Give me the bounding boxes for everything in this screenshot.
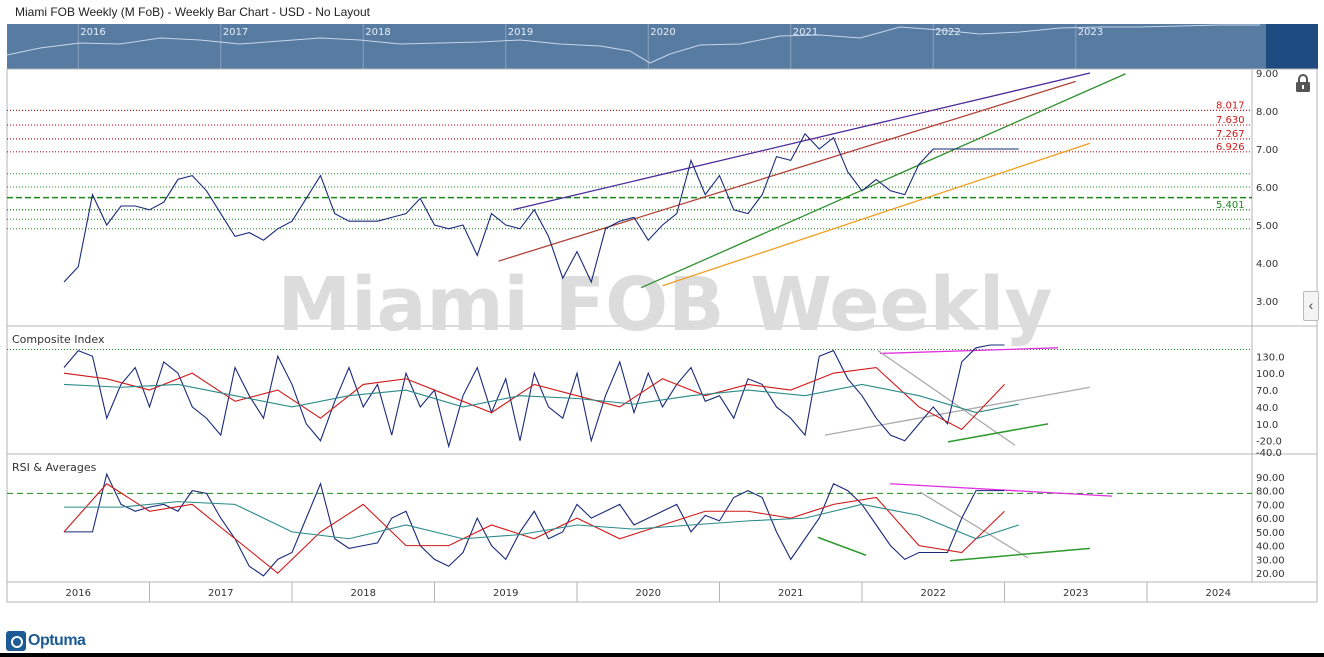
- chart-title: Miami FOB Weekly (M FoB) - Weekly Bar Ch…: [15, 5, 370, 19]
- optuma-logo: Optuma: [6, 630, 86, 652]
- price-level-label: 6.926: [1216, 142, 1245, 153]
- navigator-year-label: 2017: [223, 27, 248, 38]
- rsi-tick-label: 70.00: [1256, 500, 1285, 511]
- navigator-year-label: 2021: [793, 27, 818, 38]
- navigator-years: 2016 2017 2018 2019 2020 2021 2022 2023: [77, 24, 1103, 69]
- rsi-series-line[interactable]: [63, 483, 1005, 574]
- composite-series-line[interactable]: [63, 383, 1019, 414]
- rsi-downtrend-line[interactable]: [919, 491, 1029, 559]
- composite-series-line[interactable]: [63, 366, 1005, 431]
- rsi-support-line[interactable]: [949, 547, 1091, 562]
- rsi-series-line[interactable]: [64, 501, 1019, 540]
- x-axis-year-label: 2021: [778, 588, 803, 599]
- price-level-label: 7.267: [1216, 129, 1245, 140]
- x-axis-year-label: 2024: [1206, 588, 1231, 599]
- composite-tick-label: -40.0: [1256, 448, 1282, 459]
- chevron-left-icon[interactable]: ‹: [1303, 291, 1319, 321]
- rsi-tick-label: 80.00: [1256, 487, 1285, 498]
- composite-tick-label: 40.0: [1256, 403, 1278, 414]
- price-tick-label: 7.00: [1256, 145, 1278, 156]
- navigator-year-label: 2018: [365, 27, 390, 38]
- rsi-series-line[interactable]: [64, 472, 1005, 577]
- price-level-label: 5.401: [1216, 200, 1245, 211]
- navigator-line: [6, 24, 1260, 64]
- x-axis-year-label: 2018: [351, 588, 376, 599]
- x-axis-year-label: 2017: [208, 588, 233, 599]
- uptrend-line[interactable]: [824, 386, 1091, 436]
- price-level-label: 7.630: [1216, 115, 1245, 126]
- lock-icon[interactable]: [1291, 71, 1315, 95]
- x-axis-year-label: 2022: [921, 588, 946, 599]
- rsi-tick-label: 40.00: [1256, 542, 1285, 553]
- support-trend-line[interactable]: [947, 423, 1049, 443]
- navigator-year-label: 2022: [935, 27, 960, 38]
- navigator-year-label: 2023: [1078, 27, 1103, 38]
- rsi-tick-label: 20.00: [1256, 569, 1285, 580]
- price-tick-label: 5.00: [1256, 221, 1278, 232]
- x-axis-year-label: 2023: [1063, 588, 1088, 599]
- divergence-line[interactable]: [879, 347, 1059, 355]
- rsi-trend-line[interactable]: [817, 536, 867, 556]
- rsi-tick-label: 50.00: [1256, 528, 1285, 539]
- composite-tick-label: 100.0: [1256, 369, 1285, 380]
- x-axis-year-label: 2020: [636, 588, 661, 599]
- price-tick-label: 9.00: [1256, 69, 1278, 80]
- composite-series-line[interactable]: [63, 344, 1005, 449]
- navigator-background[interactable]: [7, 24, 1266, 69]
- rsi-title: RSI & Averages: [12, 461, 97, 474]
- watermark-text: Miami FOB Weekly: [278, 262, 1053, 348]
- composite-tick-label: 70.0: [1256, 386, 1278, 397]
- trendline[interactable]: [662, 142, 1091, 287]
- rsi-panel[interactable]: [6, 453, 1318, 583]
- trendline[interactable]: [498, 80, 1076, 262]
- price-level-label: 8.017: [1216, 100, 1245, 111]
- navigator-year-label: 2019: [508, 27, 533, 38]
- trendline[interactable]: [640, 73, 1126, 289]
- price-tick-label: 6.00: [1256, 183, 1278, 194]
- downtrend-line[interactable]: [877, 350, 1016, 446]
- navigator-year-label: 2020: [650, 27, 675, 38]
- brand-name: Optuma: [28, 632, 86, 649]
- bottom-bar: [0, 653, 1324, 657]
- composite-tick-label: 10.0: [1256, 420, 1278, 431]
- composite-tick-label: 130.0: [1256, 352, 1285, 363]
- price-tick-label: 4.00: [1256, 259, 1278, 270]
- rsi-tick-label: 30.00: [1256, 555, 1285, 566]
- composite-tick-label: -20.0: [1256, 437, 1282, 448]
- price-tick-label: 3.00: [1256, 297, 1278, 308]
- composite-title: Composite Index: [12, 333, 105, 346]
- optuma-logo-mark: [6, 631, 26, 651]
- rsi-divergence-line[interactable]: [889, 483, 1113, 497]
- x-axis-year-label: 2016: [66, 588, 91, 599]
- price-tick-label: 8.00: [1256, 107, 1278, 118]
- navigator-year-label: 2016: [80, 27, 105, 38]
- x-axis-year-label: 2019: [493, 588, 518, 599]
- rsi-tick-label: 60.00: [1256, 514, 1285, 525]
- time-axis: [6, 581, 1318, 603]
- navigator-handle[interactable]: [1266, 24, 1318, 69]
- rsi-tick-label: 90.00: [1256, 473, 1285, 484]
- price-series-line[interactable]: [63, 132, 1019, 284]
